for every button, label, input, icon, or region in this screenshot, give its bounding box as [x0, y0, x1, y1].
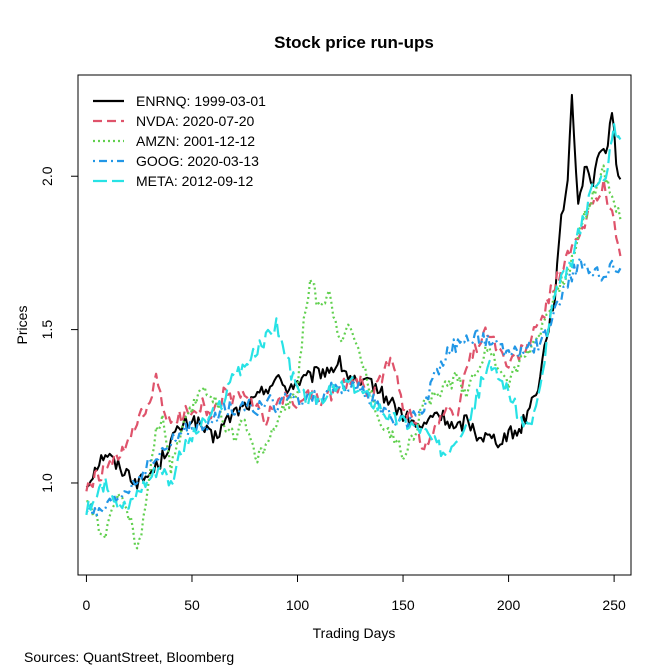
- y-tick-label: 1.0: [39, 473, 55, 493]
- series-line-5: [85, 122, 622, 516]
- legend-entry-1: ENRNQ: 1999-03-01: [136, 93, 266, 109]
- legend-entry-4: GOOG: 2020-03-13: [136, 153, 259, 169]
- series-layer: [85, 93, 622, 550]
- chart-title: Stock price run-ups: [274, 33, 434, 52]
- series-line-3: [86, 164, 622, 550]
- series-line-2: [85, 178, 622, 492]
- x-axis: 0 50 100 150 200 250: [83, 574, 626, 613]
- legend-entry-5: META: 2012-09-12: [136, 173, 253, 189]
- series-line-4: [85, 256, 622, 517]
- x-tick-label: 0: [83, 597, 91, 613]
- y-tick-label: 2.0: [39, 166, 55, 186]
- y-tick-label: 1.5: [39, 320, 55, 340]
- legend: ENRNQ: 1999-03-01 NVDA: 2020-07-20 AMZN: 2…: [93, 93, 266, 189]
- x-axis-label: Trading Days: [313, 625, 396, 641]
- x-tick-label: 150: [391, 597, 415, 613]
- x-tick-label: 200: [497, 597, 521, 613]
- x-tick-label: 100: [286, 597, 310, 613]
- legend-entry-3: AMZN: 2001-12-12: [136, 133, 255, 149]
- y-axis-label: Prices: [14, 306, 30, 345]
- y-axis: 1.0 1.5 2.0: [39, 166, 79, 493]
- x-tick-label: 250: [602, 597, 626, 613]
- source-note: Sources: QuantStreet, Bloomberg: [24, 649, 234, 665]
- x-tick-label: 50: [184, 597, 200, 613]
- legend-entry-2: NVDA: 2020-07-20: [136, 113, 255, 129]
